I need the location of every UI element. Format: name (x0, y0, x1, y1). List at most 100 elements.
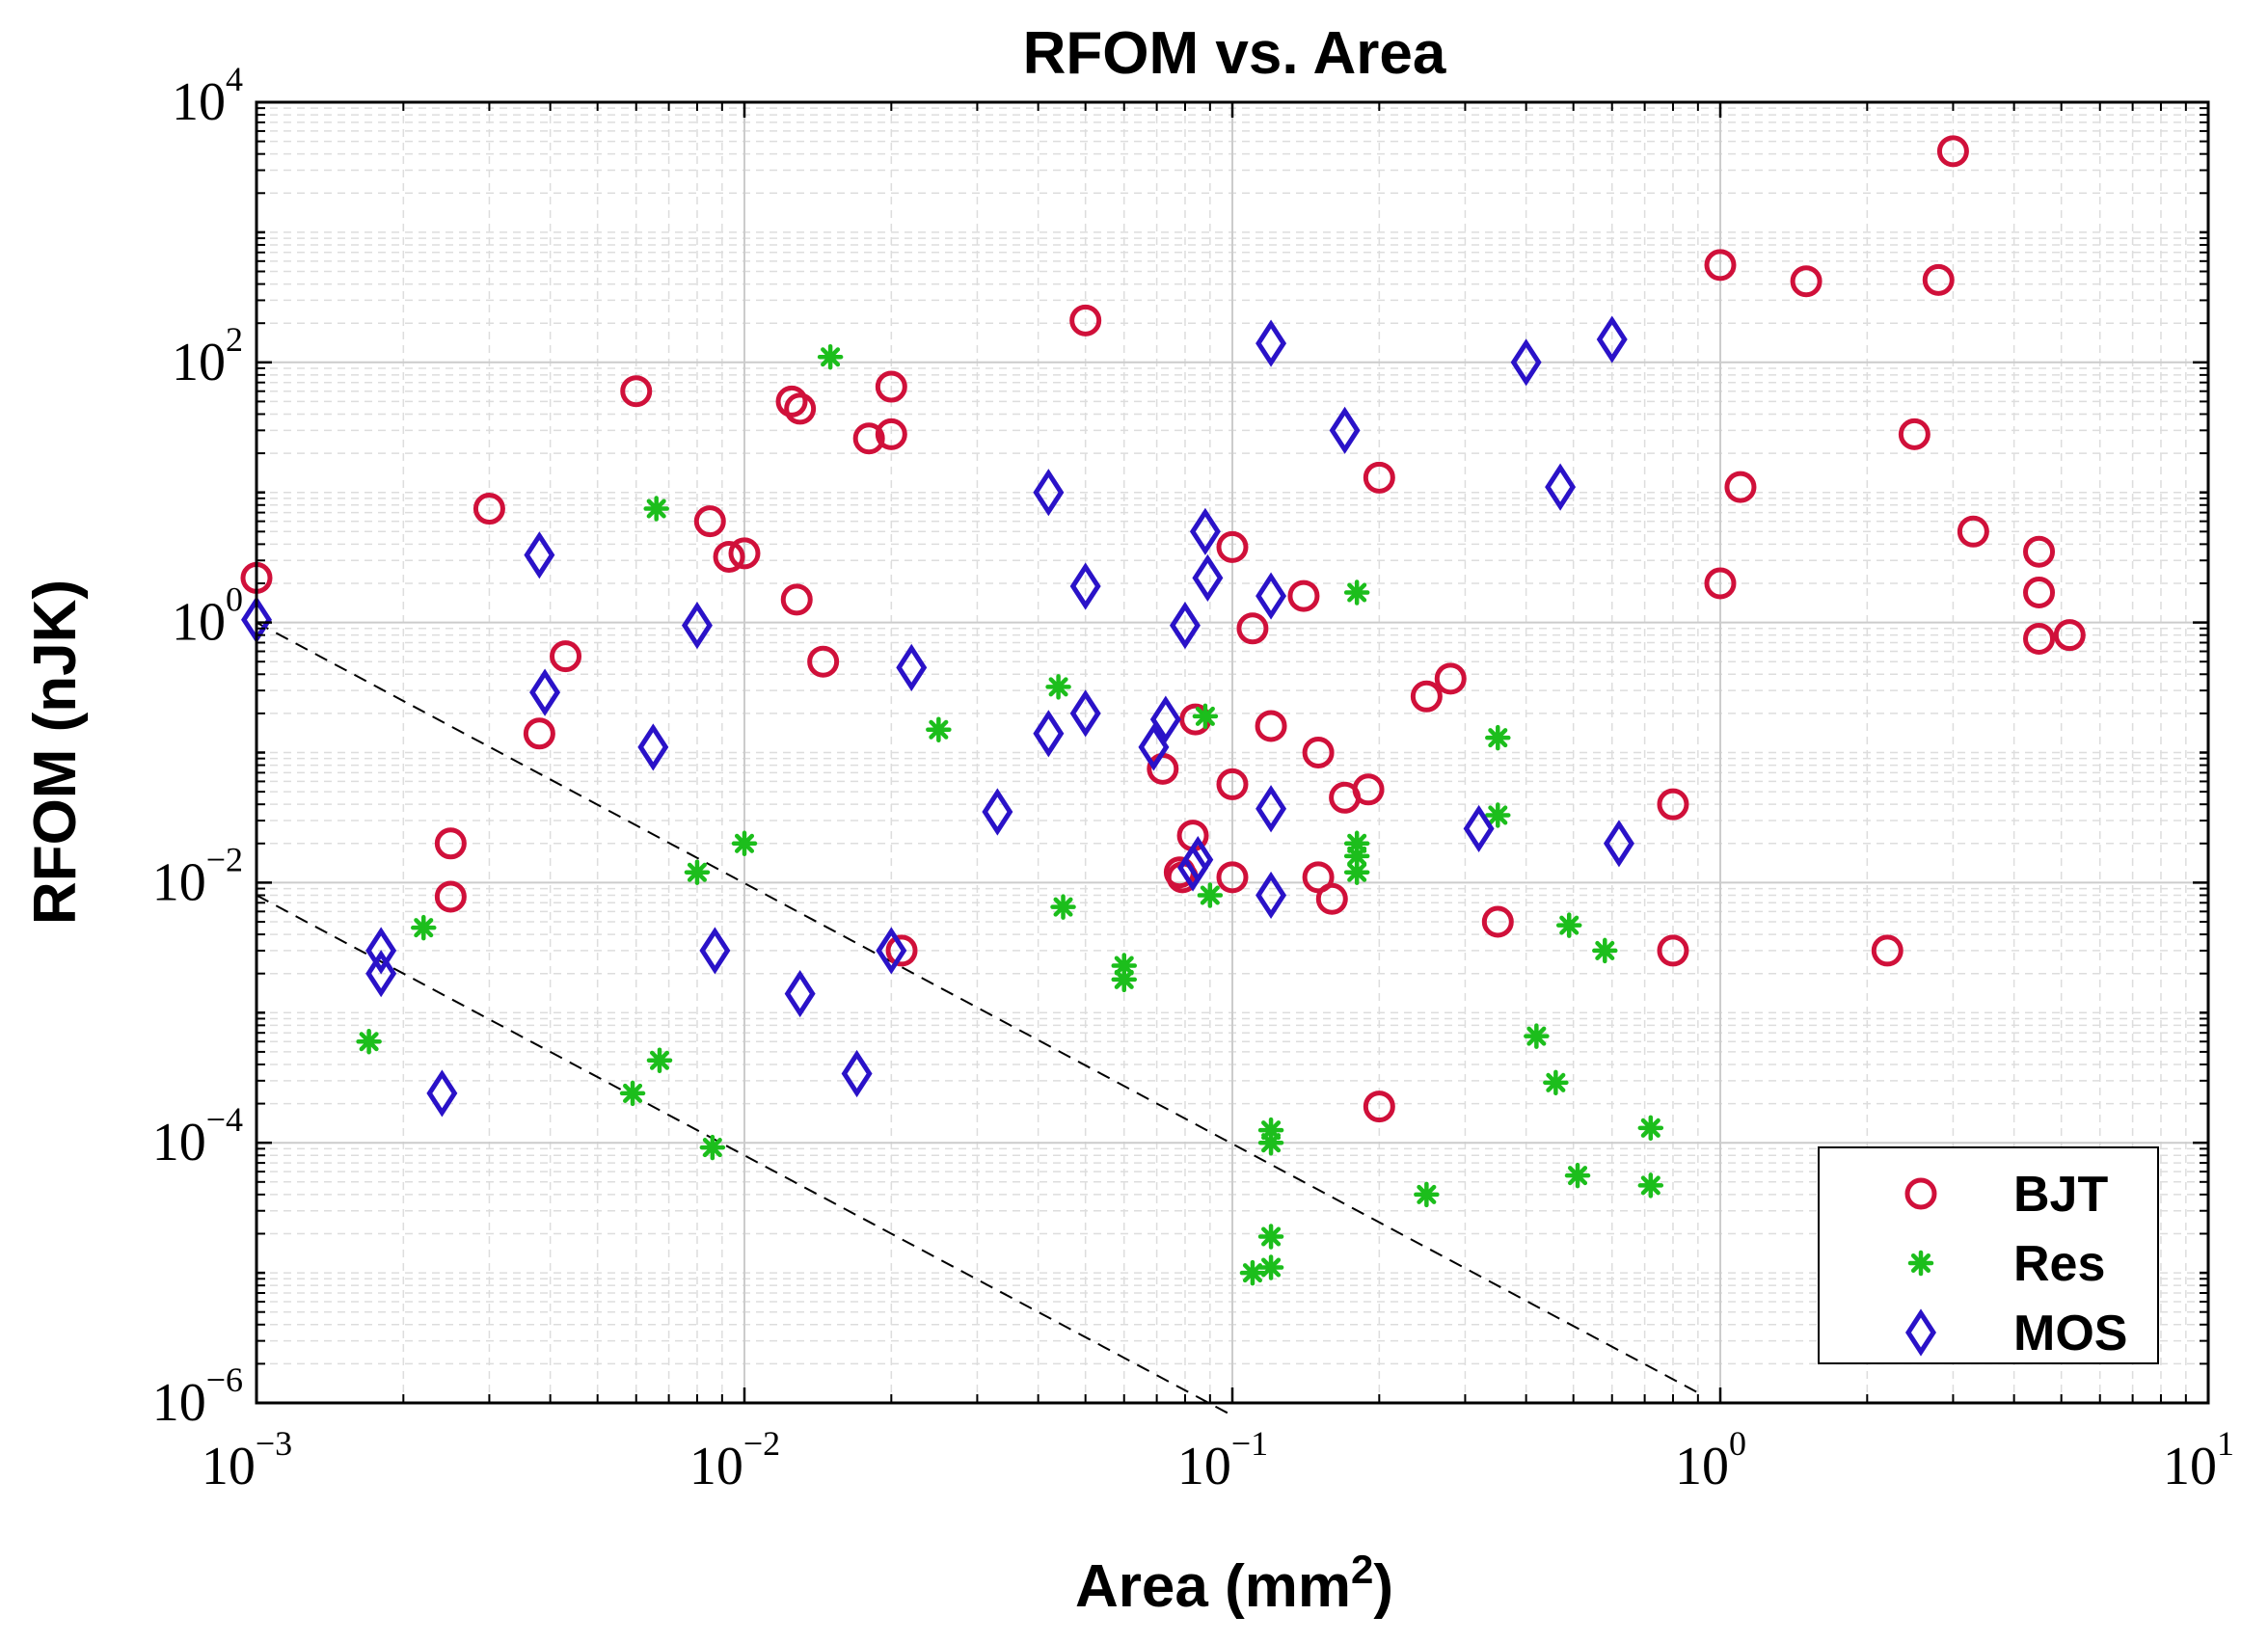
legend-marker-bjt (1904, 1177, 1937, 1210)
bjt-point (1069, 304, 1102, 337)
x-axis-label-superscript: 2 (1351, 1547, 1373, 1592)
bjt-point (780, 583, 813, 616)
y-tick-label: 10−4 (152, 1100, 243, 1172)
bjt-point (1434, 662, 1467, 695)
bjt-point (550, 640, 582, 673)
mos-point (1033, 710, 1065, 758)
x-tick-label: 100 (1675, 1424, 1746, 1496)
bjt-point (1481, 905, 1514, 938)
bjt-point (1302, 737, 1335, 768)
legend-entry-res: Res (1907, 1236, 2105, 1292)
legend-entry-mos: MOS (1905, 1306, 2127, 1361)
bjt-point (885, 934, 918, 967)
bjt-point (852, 422, 885, 455)
mos-point (1256, 785, 1287, 833)
mos-point (1138, 723, 1170, 771)
bjt-point (472, 493, 505, 525)
mos-point (426, 1069, 458, 1118)
y-tick-label-exponent: 4 (226, 60, 243, 98)
mos-point (1192, 553, 1224, 602)
bjt-point (1871, 934, 1904, 967)
y-axis-label: RFOM (nJK) (22, 579, 89, 925)
res-point (1257, 1224, 1284, 1250)
res-point (1343, 579, 1370, 606)
mos-point (529, 668, 561, 716)
res-point (1543, 1069, 1569, 1096)
legend-label-mos: MOS (2013, 1306, 2127, 1361)
y-tick-label: 104 (172, 60, 243, 132)
bjt-point (1216, 861, 1249, 894)
x-tick-label-exponent: −1 (1231, 1424, 1268, 1463)
y-tick-label-exponent: −4 (206, 1100, 243, 1139)
mos-point (365, 950, 397, 998)
axis-ticks (255, 100, 2210, 1405)
mos-point (896, 643, 928, 691)
y-tick-label-base: 10 (172, 333, 226, 392)
mos-point (1329, 406, 1361, 454)
mos-point (784, 970, 816, 1018)
res-point (619, 1080, 646, 1107)
reference-line (256, 621, 1699, 1394)
res-point (731, 830, 758, 857)
res-point (1050, 894, 1076, 920)
bjt-point (1957, 515, 1989, 548)
mos-point (1033, 469, 1065, 517)
bjt-point (807, 645, 840, 678)
mos-point (1069, 689, 1101, 738)
res-point (1192, 703, 1219, 730)
res-point (1257, 1129, 1284, 1156)
legend-marker-res (1907, 1250, 1934, 1277)
bjt-point (1936, 135, 1969, 168)
x-tick-label-base: 10 (1177, 1437, 1231, 1496)
mos-point (1256, 319, 1287, 367)
legend-entry-bjt: BJT (1904, 1167, 2108, 1223)
x-tick-label-exponent: 0 (1729, 1424, 1746, 1463)
bjt-point (2053, 619, 2086, 652)
reference-lines (256, 621, 1699, 1416)
chart-title: RFOM vs. Area (1023, 20, 1446, 87)
bjt-point (1898, 417, 1930, 450)
mos-point (1463, 804, 1495, 853)
mos-point (1596, 315, 1628, 364)
res-point (1485, 802, 1511, 828)
bjt-point (728, 537, 761, 570)
res-point (411, 914, 437, 941)
bjt-point (875, 370, 907, 403)
bjt-point (1790, 265, 1822, 298)
bjt-point (1410, 680, 1443, 713)
bjt-point (1657, 788, 1689, 821)
x-tick-label: 10−2 (689, 1424, 780, 1496)
bjt-point (1922, 263, 1955, 296)
res-point (926, 716, 952, 742)
x-tick-labels: 10−3 10−2 10−1 100 101 (202, 1424, 2234, 1496)
bjt-point (713, 540, 745, 573)
series-res (356, 343, 1664, 1286)
y-tick-label: 100 (172, 580, 243, 653)
bjt-point (875, 417, 907, 450)
bjt-point (1724, 471, 1757, 503)
y-tick-label-exponent: 2 (226, 320, 243, 359)
mos-point (876, 927, 907, 975)
mos-point (1545, 463, 1577, 511)
res-point (817, 343, 844, 370)
y-tick-label-base: 10 (172, 593, 226, 653)
y-tick-label-base: 10 (152, 1373, 206, 1433)
res-point (1239, 1259, 1266, 1286)
mos-point (841, 1049, 873, 1098)
bjt-point (784, 392, 817, 425)
legend-box (1818, 1146, 2159, 1364)
res-point (1343, 859, 1370, 885)
bjt-point (1363, 461, 1395, 494)
res-point (1111, 966, 1137, 993)
x-tick-label-base: 10 (2163, 1437, 2217, 1496)
y-tick-label: 10−2 (152, 840, 243, 912)
mos-point (681, 602, 713, 650)
x-axis-label-close: ) (1373, 1553, 1393, 1620)
res-point (1197, 882, 1224, 908)
bjt-point (1255, 710, 1287, 742)
legend: BJT Res MOS (1818, 1146, 2159, 1364)
y-tick-label-base: 10 (152, 1113, 206, 1172)
mos-point (1256, 871, 1287, 920)
x-tick-label-base: 10 (202, 1437, 256, 1496)
